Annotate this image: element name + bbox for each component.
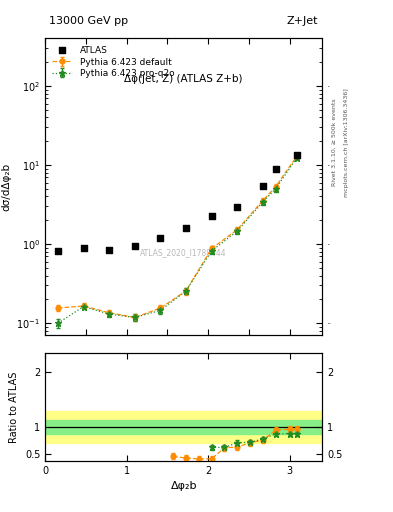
ATLAS xyxy=(132,242,138,250)
ATLAS xyxy=(234,203,241,211)
ATLAS xyxy=(260,182,266,190)
ATLAS xyxy=(106,246,112,254)
X-axis label: Δφ₂b: Δφ₂b xyxy=(171,481,197,491)
ATLAS xyxy=(183,224,189,232)
Text: ATLAS_2020_I1788444: ATLAS_2020_I1788444 xyxy=(140,248,227,257)
Text: 13000 GeV pp: 13000 GeV pp xyxy=(49,15,128,26)
ATLAS xyxy=(55,247,61,255)
Y-axis label: Ratio to ATLAS: Ratio to ATLAS xyxy=(9,371,19,443)
Text: mcplots.cern.ch [arXiv:1306.3436]: mcplots.cern.ch [arXiv:1306.3436] xyxy=(344,88,349,197)
Text: Δφ(jet, Z) (ATLAS Z+b): Δφ(jet, Z) (ATLAS Z+b) xyxy=(125,74,243,84)
Legend: ATLAS, Pythia 6.423 default, Pythia 6.423 pro-q2o: ATLAS, Pythia 6.423 default, Pythia 6.42… xyxy=(50,43,177,81)
Text: Z+Jet: Z+Jet xyxy=(287,15,318,26)
ATLAS xyxy=(208,212,215,220)
Y-axis label: dσ/dΔφ₂b: dσ/dΔφ₂b xyxy=(1,163,11,211)
Text: Rivet 3.1.10, ≥ 500k events: Rivet 3.1.10, ≥ 500k events xyxy=(332,98,337,186)
ATLAS xyxy=(272,165,279,174)
ATLAS xyxy=(157,234,163,243)
ATLAS xyxy=(293,151,299,159)
ATLAS xyxy=(81,244,87,252)
